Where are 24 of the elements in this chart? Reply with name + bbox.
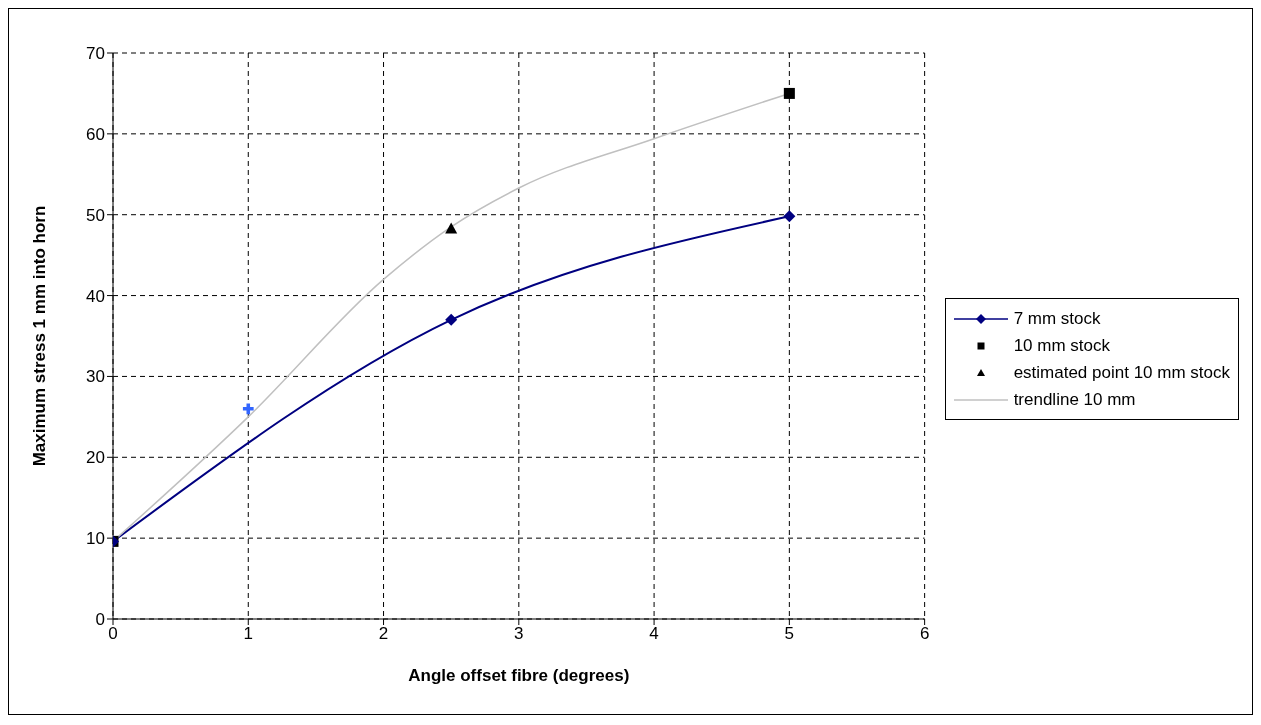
point — [445, 222, 458, 234]
legend-label: 7 mm stock — [1013, 308, 1101, 329]
x-axis-title: Angle offset fibre (degrees) — [408, 666, 630, 685]
x-tick-label: 2 — [378, 624, 389, 644]
y-tick-label: 60 — [86, 124, 105, 144]
y-tick-label: 0 — [95, 610, 105, 630]
y-tick-label: 30 — [86, 367, 105, 387]
y-tick-label: 70 — [86, 44, 105, 64]
x-tick-label: 0 — [108, 624, 118, 644]
x-tick-label: 6 — [919, 624, 930, 644]
point — [445, 313, 458, 326]
x-tick-label: 4 — [649, 624, 659, 644]
x-tick-label: 5 — [784, 624, 795, 644]
y-tick-label: 10 — [86, 529, 105, 549]
x-tick-label: 3 — [514, 624, 524, 644]
y-tick-label: 20 — [86, 448, 105, 468]
point — [783, 210, 796, 223]
x-tick-label: 1 — [243, 624, 254, 644]
legend-label: trendline 10 mm — [1013, 389, 1136, 410]
legend-label: estimated point 10 mm stock — [1013, 362, 1230, 383]
legend-label: 10 mm stock — [1013, 335, 1110, 356]
y-tick-label: 50 — [86, 205, 105, 225]
y-axis-title: Maximum stress 1 mm into horn — [30, 205, 50, 467]
y-tick-label: 40 — [86, 286, 105, 306]
